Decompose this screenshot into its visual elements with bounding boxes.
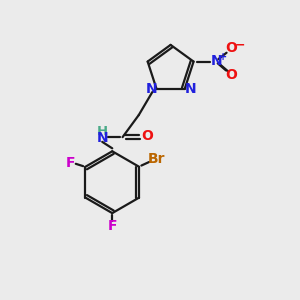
Text: F: F <box>107 219 117 233</box>
Text: N: N <box>184 82 196 96</box>
Text: O: O <box>226 68 238 82</box>
Text: Br: Br <box>147 152 165 166</box>
Text: −: − <box>234 39 245 52</box>
Text: N: N <box>145 82 157 96</box>
Text: H: H <box>97 125 108 138</box>
Text: +: + <box>219 52 227 62</box>
Text: O: O <box>226 41 238 55</box>
Text: O: O <box>141 129 153 143</box>
Text: N: N <box>210 54 222 68</box>
Text: N: N <box>96 131 108 145</box>
Text: F: F <box>66 157 75 170</box>
